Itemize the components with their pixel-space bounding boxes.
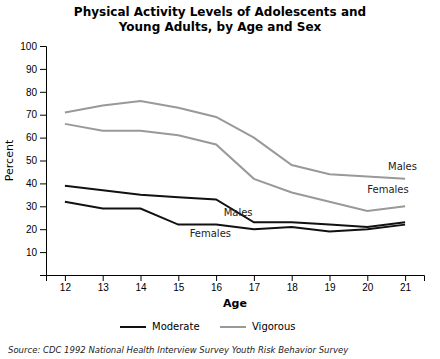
y-tick-mark [40, 206, 46, 207]
y-tick: 10 [26, 247, 46, 258]
series-line [65, 101, 405, 179]
x-tick-label: 16 [211, 282, 223, 293]
legend-label: Vigorous [252, 321, 295, 332]
x-tick-mark [254, 275, 255, 281]
x-tick: 20 [362, 275, 374, 293]
annotation: Males [388, 161, 417, 172]
y-tick: 60 [26, 132, 46, 143]
annotation: Females [190, 228, 231, 239]
x-tick-label: 13 [98, 282, 110, 293]
y-tick-label: 90 [26, 64, 38, 75]
legend: Moderate Vigorous [120, 321, 295, 332]
y-tick: 100 [20, 41, 46, 52]
y-tick: 90 [26, 64, 46, 75]
x-tick-mark [216, 275, 217, 281]
x-tick-label: 19 [324, 282, 336, 293]
y-tick-mark [40, 229, 46, 230]
x-tick-mark [367, 275, 368, 281]
x-tick-mark [292, 275, 293, 281]
y-tick-mark [40, 252, 46, 253]
x-axis-line [47, 276, 425, 282]
legend-swatch [220, 326, 246, 328]
y-tick-mark [40, 115, 46, 116]
y-tick: 40 [26, 178, 46, 189]
x-tick-label: 12 [60, 282, 72, 293]
x-tick-mark [103, 275, 104, 281]
y-tick: 30 [26, 201, 46, 212]
x-tick: 17 [249, 275, 261, 293]
x-tick-mark [330, 275, 331, 281]
x-tick: 14 [135, 275, 147, 293]
y-tick: 20 [26, 224, 46, 235]
y-tick: 50 [26, 155, 46, 166]
x-tick-label: 15 [173, 282, 185, 293]
x-tick-label: 14 [135, 282, 147, 293]
y-tick-mark [40, 161, 46, 162]
series-line [65, 186, 405, 227]
x-tick-mark [65, 275, 66, 281]
legend-item: Moderate [120, 321, 200, 332]
lines [65, 101, 405, 232]
annotations: Males Females Males Females [190, 161, 417, 238]
y-tick-mark [40, 92, 46, 93]
title-line: Young Adults, by Age and Sex [118, 20, 322, 34]
source-note: Source: CDC 1992 National Health Intervi… [8, 345, 349, 355]
annotation: Males [224, 207, 253, 218]
y-tick-mark [40, 46, 46, 47]
y-tick-label: 70 [26, 109, 38, 120]
y-tick-label: 10 [26, 247, 38, 258]
x-tick: 18 [287, 275, 299, 293]
x-tick: 19 [324, 275, 336, 293]
x-tick: 13 [98, 275, 110, 293]
x-tick: 16 [211, 275, 223, 293]
x-axis-title: Age [223, 297, 247, 310]
legend-label: Moderate [152, 321, 200, 332]
x-tick: 21 [400, 275, 412, 293]
legend-swatch [120, 326, 146, 328]
x-tick-label: 17 [249, 282, 261, 293]
title-line: Physical Activity Levels of Adolescents … [74, 5, 366, 19]
y-tick-label: 40 [26, 178, 38, 189]
y-tick-mark [40, 183, 46, 184]
plot: 1213141516171819202110203040506070809010… [20, 41, 424, 293]
x-tick-mark [178, 275, 179, 281]
x-axis: 12 13 14 15 16 17 18 19 20 21 [47, 275, 425, 293]
y-tick: 70 [26, 109, 46, 120]
x-tick: 12 [60, 275, 72, 293]
y-tick: 80 [26, 87, 46, 98]
x-tick-label: 20 [362, 282, 374, 293]
y-tick-mark [40, 138, 46, 139]
y-tick-label: 100 [20, 41, 37, 52]
series-line [65, 202, 405, 232]
x-tick-label: 18 [287, 282, 299, 293]
y-tick-label: 50 [26, 155, 38, 166]
y-axis-line [40, 47, 47, 276]
series-line [65, 124, 405, 211]
y-tick-mark [40, 69, 46, 70]
y-tick-label: 60 [26, 132, 38, 143]
y-tick-label: 80 [26, 87, 38, 98]
x-tick-mark [141, 275, 142, 281]
title: Physical Activity Levels of Adolescents … [74, 5, 366, 34]
annotation: Females [367, 184, 408, 195]
y-axis-title: Percent [3, 139, 16, 181]
legend-item: Vigorous [220, 321, 295, 332]
chart: Physical Activity Levels of Adolescents … [0, 0, 440, 359]
y-tick-label: 20 [26, 224, 38, 235]
x-tick-mark [405, 275, 406, 281]
x-tick: 15 [173, 275, 185, 293]
x-tick-label: 21 [400, 282, 412, 293]
y-tick-label: 30 [26, 201, 38, 212]
y-axis: 10 20 30 40 50 60 70 80 90 100 [20, 41, 46, 276]
